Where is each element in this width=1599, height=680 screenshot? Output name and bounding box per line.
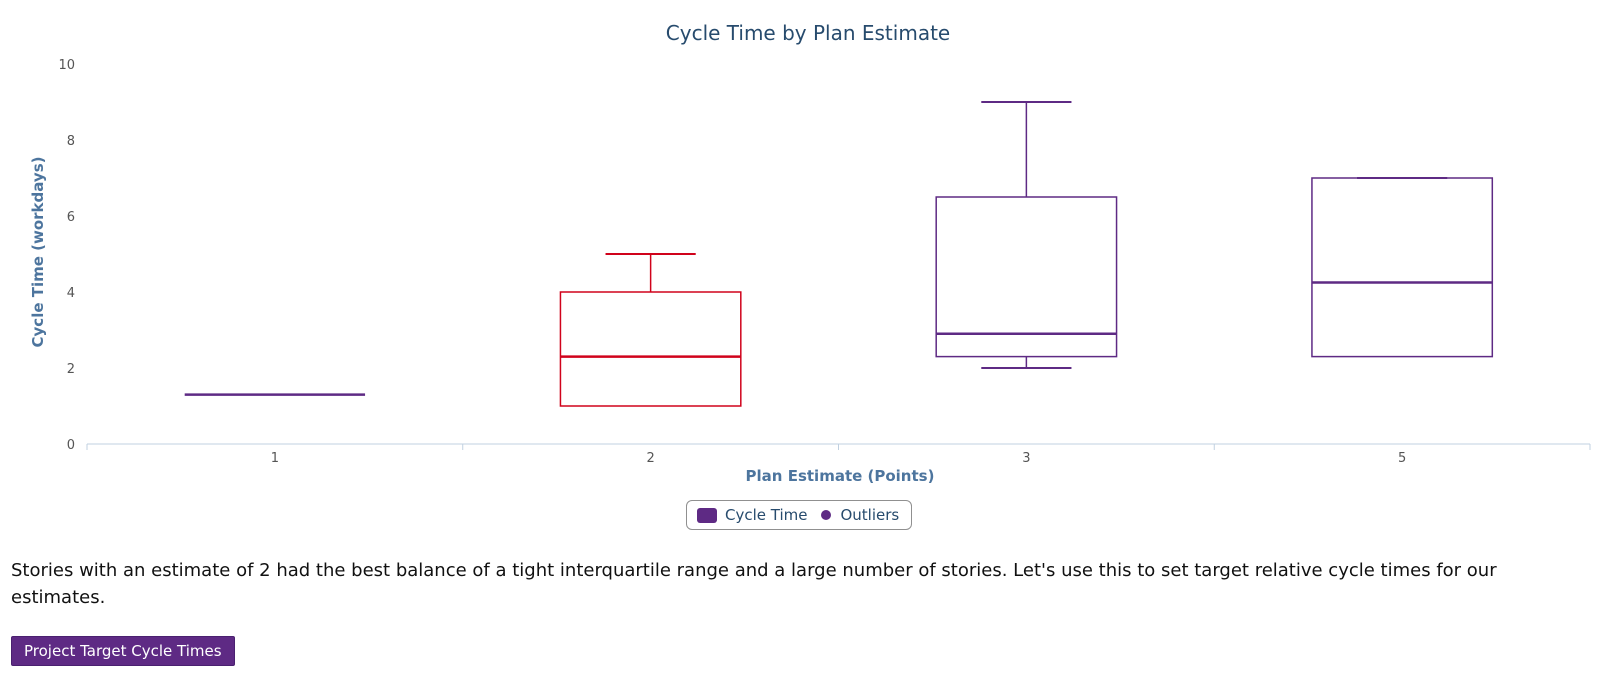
y-tick-label: 4 bbox=[67, 286, 75, 301]
legend-label-cycle-time: Cycle Time bbox=[725, 506, 808, 524]
cycle-time-swatch-icon bbox=[697, 507, 717, 523]
x-tick-label: 1 bbox=[271, 451, 279, 466]
plot-area bbox=[184, 101, 1494, 407]
y-tick-label: 6 bbox=[67, 210, 75, 225]
x-axis-title: Plan Estimate (Points) bbox=[746, 467, 935, 485]
y-axis-title: Cycle Time (workdays) bbox=[29, 157, 47, 348]
insight-text: Stories with an estimate of 2 had the be… bbox=[11, 560, 1497, 608]
box-5 bbox=[1311, 177, 1494, 358]
outliers-dot-icon bbox=[821, 510, 832, 520]
x-tick-label: 3 bbox=[1022, 451, 1030, 466]
box-iqr bbox=[1311, 177, 1494, 358]
x-tick-label: 2 bbox=[646, 451, 654, 466]
x-tick-label: 5 bbox=[1398, 451, 1406, 466]
project-target-cycle-times-button[interactable]: Project Target Cycle Times bbox=[11, 636, 235, 666]
chart-title: Cycle Time by Plan Estimate bbox=[666, 21, 950, 45]
y-tick-label: 10 bbox=[58, 58, 75, 73]
y-axis: 0 2 4 6 8 10 bbox=[58, 58, 75, 453]
y-tick-label: 8 bbox=[67, 134, 75, 149]
y-tick-label: 0 bbox=[67, 438, 75, 453]
x-axis: 1 2 3 5 bbox=[86, 443, 1591, 466]
chart-legend: Cycle Time Outliers bbox=[686, 500, 913, 530]
box-3 bbox=[935, 101, 1118, 369]
box-iqr bbox=[559, 291, 742, 407]
box-2 bbox=[559, 253, 742, 407]
y-tick-label: 2 bbox=[67, 362, 75, 377]
legend-item-outliers[interactable]: Outliers bbox=[807, 506, 899, 524]
legend-label-outliers: Outliers bbox=[840, 506, 900, 524]
legend-item-cycle-time[interactable]: Cycle Time bbox=[697, 506, 807, 524]
